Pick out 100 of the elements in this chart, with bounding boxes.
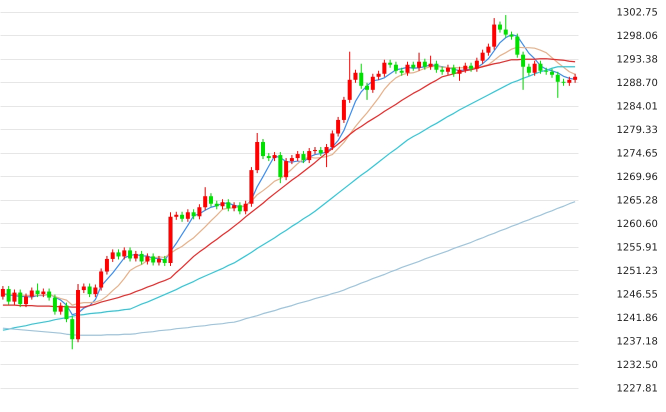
candlestick xyxy=(134,250,138,262)
candlestick xyxy=(180,211,184,222)
candlestick xyxy=(70,316,74,350)
candlestick xyxy=(301,150,306,164)
candlestick xyxy=(64,302,68,323)
candlestick xyxy=(567,76,572,86)
candlestick xyxy=(504,14,508,38)
y-tick-label: 1265.28 xyxy=(616,195,658,206)
candlestick xyxy=(232,202,236,212)
y-tick-label: 1302.75 xyxy=(616,7,658,18)
candlestick xyxy=(521,51,526,90)
candlestick xyxy=(208,192,213,208)
candlestick xyxy=(492,18,496,50)
candlestick xyxy=(544,67,548,76)
candlestick xyxy=(58,302,63,316)
candlestick xyxy=(417,52,422,72)
candlestick xyxy=(434,60,438,74)
candlestick xyxy=(18,289,22,308)
candlestick xyxy=(330,130,334,151)
candlestick xyxy=(342,96,346,124)
candlestick xyxy=(376,70,381,80)
candlestick xyxy=(538,60,542,74)
candlestick xyxy=(382,59,386,78)
candlestick xyxy=(324,144,329,168)
candlestick xyxy=(428,55,433,70)
candlestick xyxy=(186,208,190,222)
candlestick xyxy=(446,64,450,76)
candlestick xyxy=(110,248,115,262)
y-tick-label: 1246.55 xyxy=(616,289,658,300)
candlestick xyxy=(140,250,144,265)
candlestick xyxy=(526,63,531,76)
candlestick xyxy=(556,71,560,98)
candlestick xyxy=(469,62,474,72)
candlestick xyxy=(550,68,554,78)
candlestick xyxy=(203,186,208,211)
y-tick-label: 1279.33 xyxy=(616,124,658,136)
y-tick-label: 1255.91 xyxy=(616,242,658,254)
candlestick xyxy=(47,288,52,302)
candlestick xyxy=(318,146,323,157)
candlestick xyxy=(370,73,375,94)
candlestick xyxy=(394,61,398,74)
candlestick xyxy=(244,200,248,215)
candlestick xyxy=(463,62,468,74)
candlestick xyxy=(486,43,490,56)
candlestick xyxy=(498,21,502,34)
y-tick-label: 1293.38 xyxy=(616,54,658,66)
candlestick xyxy=(260,138,265,160)
candlestick xyxy=(278,152,282,184)
candlestick xyxy=(238,202,242,215)
candlestick xyxy=(162,255,167,266)
candlestick xyxy=(93,284,98,298)
candlestick xyxy=(405,61,410,76)
candlestick xyxy=(24,293,28,308)
candlestick xyxy=(12,289,16,306)
candlestick xyxy=(532,60,537,76)
candlestick xyxy=(156,255,161,266)
candlestick xyxy=(52,294,57,316)
candlestick xyxy=(515,33,520,58)
y-tick-label: 1269.96 xyxy=(616,172,658,183)
candlestick xyxy=(296,150,300,162)
y-tick-label: 1241.86 xyxy=(616,312,658,324)
candlestick xyxy=(284,158,288,181)
candlestick xyxy=(104,255,109,275)
candlestick xyxy=(336,116,340,137)
candlestick xyxy=(99,268,104,292)
y-tick-label: 1288.70 xyxy=(616,78,658,89)
candlestick xyxy=(458,66,462,82)
candlestick xyxy=(290,154,294,165)
candlestick xyxy=(353,69,358,84)
candlestick xyxy=(145,252,150,265)
candlestick xyxy=(422,58,427,70)
candlestick xyxy=(88,283,92,298)
candlestick xyxy=(474,57,479,72)
y-tick-label: 1284.01 xyxy=(616,101,658,112)
candlestick xyxy=(6,286,11,306)
candlestick xyxy=(272,152,277,162)
candlestick xyxy=(359,63,364,90)
candlestick xyxy=(151,252,156,266)
y-tick-label: 1227.81 xyxy=(616,383,658,394)
candlestick xyxy=(365,82,370,100)
candlestick xyxy=(307,148,312,164)
y-tick-label: 1298.06 xyxy=(616,30,658,42)
candlestick xyxy=(573,73,578,84)
candlestick xyxy=(480,49,485,64)
y-tick-label: 1237.18 xyxy=(616,336,658,348)
candlestick xyxy=(452,64,456,78)
candlestick xyxy=(82,283,86,294)
candlestick xyxy=(411,61,416,72)
y-tick-label: 1232.50 xyxy=(616,360,658,371)
candlestick xyxy=(30,287,34,300)
candlestick xyxy=(0,286,5,300)
y-tick-label: 1260.60 xyxy=(616,218,658,230)
candlestick xyxy=(197,204,202,220)
candlestick xyxy=(348,51,352,104)
candlestick xyxy=(192,208,196,220)
candlestick xyxy=(116,248,120,260)
y-tick-label: 1274.65 xyxy=(616,148,658,160)
candlestick xyxy=(220,198,225,210)
candlestick xyxy=(122,246,126,260)
candlestick xyxy=(128,246,132,262)
